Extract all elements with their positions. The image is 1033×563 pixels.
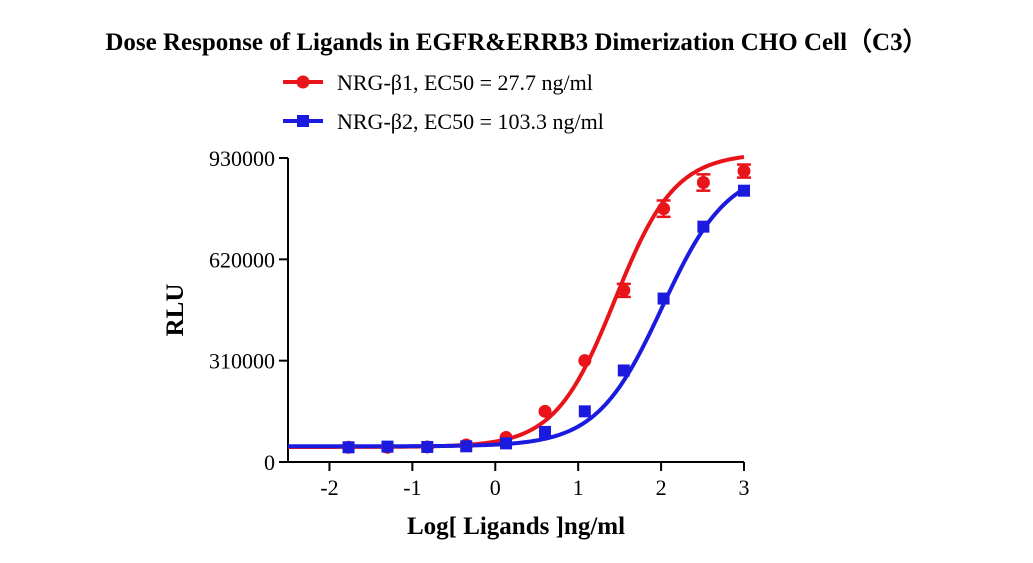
fit-curves bbox=[288, 155, 746, 449]
x-tick-label: 0 bbox=[490, 475, 501, 500]
fit-curve-1 bbox=[288, 155, 745, 449]
axes: 0 310000 620000 930000 -2 -1 0 1 2 3 Log[ Ligands … bbox=[162, 146, 750, 540]
data-point-series-2 bbox=[738, 184, 750, 197]
data-point-series-1 bbox=[617, 283, 631, 297]
data-point-series-2 bbox=[539, 425, 552, 438]
data-point-series-2 bbox=[381, 440, 394, 453]
x-tick-label: 1 bbox=[573, 475, 584, 500]
legend-entry-2: NRG-β2, EC50 = 103.3 ng/ml bbox=[337, 109, 604, 134]
legend-marker-2 bbox=[297, 115, 309, 127]
x-tick-label: 3 bbox=[739, 475, 750, 500]
data-point-series-2 bbox=[342, 441, 355, 454]
x-axis-label: Log[ Ligands ]ng/ml bbox=[407, 513, 625, 540]
data-point-series-1 bbox=[578, 354, 592, 368]
data-points bbox=[342, 163, 751, 454]
data-point-series-1 bbox=[538, 404, 552, 418]
data-point-series-2 bbox=[500, 437, 513, 450]
data-point-series-2 bbox=[421, 440, 434, 453]
legend: NRG-β1, EC50 = 27.7 ng/ml NRG-β2, EC50 = … bbox=[283, 70, 604, 134]
data-point-series-2 bbox=[617, 364, 630, 377]
y-axis-label: RLU bbox=[162, 284, 189, 337]
fit-curve-2 bbox=[288, 187, 746, 449]
legend-entry-1: NRG-β1, EC50 = 27.7 ng/ml bbox=[337, 70, 593, 95]
legend-marker-1 bbox=[296, 75, 310, 89]
x-tick-label: -1 bbox=[403, 475, 421, 500]
chart-title: Dose Response of Ligands in EGFR&ERRB3 D… bbox=[105, 29, 928, 56]
data-point-series-2 bbox=[697, 220, 710, 233]
data-point-series-1 bbox=[737, 164, 751, 178]
x-tick-label: -2 bbox=[320, 475, 338, 500]
x-tick-label: 2 bbox=[656, 475, 667, 500]
data-point-series-1 bbox=[696, 176, 710, 190]
y-tick-label: 310000 bbox=[209, 349, 275, 374]
data-point-series-2 bbox=[578, 405, 591, 418]
y-tick-label: 0 bbox=[264, 450, 275, 475]
data-point-series-2 bbox=[657, 292, 670, 305]
y-tick-label: 620000 bbox=[209, 247, 275, 272]
data-point-series-1 bbox=[657, 202, 671, 216]
y-tick-label: 930000 bbox=[209, 146, 275, 171]
data-point-series-2 bbox=[460, 440, 473, 453]
